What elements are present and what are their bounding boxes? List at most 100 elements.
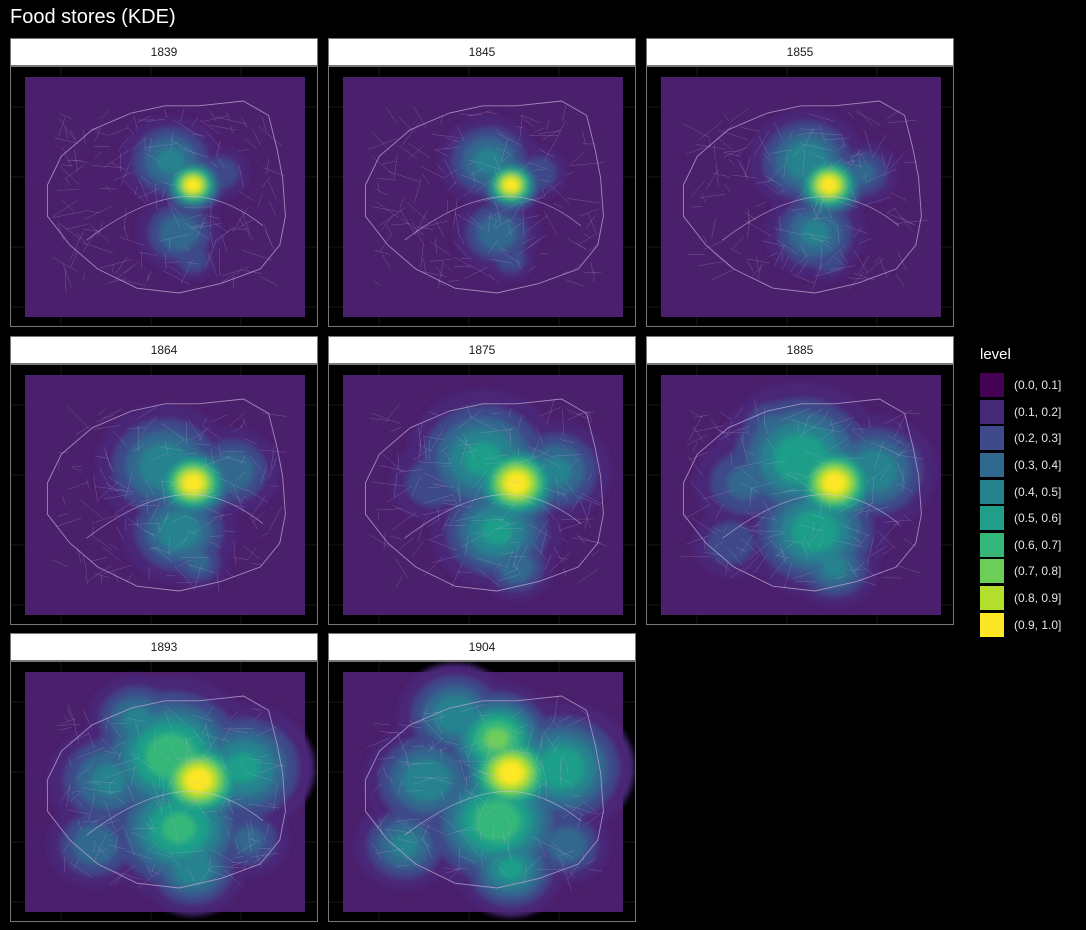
street-segment <box>883 152 893 176</box>
legend-item: (0.7, 0.8] <box>980 558 1061 585</box>
street-segment <box>741 483 760 493</box>
street-segment <box>535 519 549 539</box>
street-segment <box>723 525 729 532</box>
chart-title: Food stores (KDE) <box>10 6 176 28</box>
street-segment <box>251 563 263 566</box>
street-segment <box>540 720 555 738</box>
street-segment <box>799 143 832 151</box>
street-segment <box>553 454 582 457</box>
street-segment <box>579 232 598 245</box>
street-segment <box>225 456 246 464</box>
street-segment <box>245 488 269 503</box>
street-segment <box>118 752 122 761</box>
street-segment <box>238 191 255 202</box>
street-segment <box>210 231 214 248</box>
street-segment <box>378 207 405 227</box>
street-segment <box>87 731 95 749</box>
street-segment <box>444 451 452 463</box>
street-segment <box>60 166 80 185</box>
street-segment <box>839 251 848 264</box>
street-segment <box>691 206 703 208</box>
density-level-3 <box>234 827 264 853</box>
street-segment <box>538 407 561 417</box>
street-segment <box>229 412 245 426</box>
street-segment <box>895 454 924 460</box>
street-segment <box>188 734 199 740</box>
kde-map-svg <box>11 662 317 921</box>
street-segment <box>524 853 545 873</box>
street-segment <box>572 537 602 544</box>
street-segment <box>774 541 796 558</box>
street-segment <box>222 815 234 821</box>
street-segment <box>841 525 870 536</box>
street-network <box>52 405 287 594</box>
street-segment <box>528 162 549 170</box>
street-segment <box>127 786 135 802</box>
street-segment <box>399 145 418 160</box>
street-segment <box>811 217 828 220</box>
street-segment <box>221 729 230 744</box>
street-segment <box>746 258 770 264</box>
street-segment <box>255 852 262 869</box>
street-segment <box>458 847 460 870</box>
street-segment <box>151 453 166 461</box>
street-segment <box>261 449 287 453</box>
street-segment <box>247 803 280 809</box>
street-segment <box>874 255 882 264</box>
street-segment <box>412 449 429 461</box>
street-segment <box>417 520 425 542</box>
street-segment <box>851 535 862 543</box>
street-segment <box>201 811 217 813</box>
street-segment <box>534 754 544 769</box>
street-segment <box>517 445 519 455</box>
street-segment <box>685 145 708 155</box>
street-segment <box>767 537 789 559</box>
street-segment <box>379 819 383 837</box>
street-segment <box>843 159 856 164</box>
street-segment <box>546 399 555 425</box>
street-segment <box>903 514 914 524</box>
street-segment <box>568 458 578 471</box>
street-segment <box>842 442 850 450</box>
facet-plot <box>10 661 318 922</box>
street-segment <box>177 472 185 492</box>
density-level-4 <box>157 511 201 551</box>
street-segment <box>685 535 709 545</box>
street-segment <box>859 256 869 274</box>
street-segment <box>741 437 749 463</box>
street-segment <box>114 874 123 885</box>
street-segment <box>770 149 793 154</box>
density-level-4 <box>474 148 503 174</box>
street-segment <box>878 444 901 457</box>
street-segment <box>510 201 523 222</box>
street-segment <box>168 850 180 868</box>
street-segment <box>571 794 581 797</box>
street-segment <box>368 137 399 150</box>
street-segment <box>488 740 512 754</box>
street-segment <box>480 429 512 434</box>
street-segment <box>182 488 200 493</box>
density-level-9 <box>503 178 519 192</box>
street-segment <box>464 267 488 279</box>
street-segment <box>584 272 602 274</box>
street-segment <box>158 513 170 534</box>
street-segment <box>463 788 485 802</box>
street-segment <box>566 409 589 420</box>
street-segment <box>76 232 87 244</box>
legend-item: (0.2, 0.3] <box>980 425 1061 452</box>
street-segment <box>586 215 596 229</box>
street-segment <box>148 813 155 829</box>
street-segment <box>739 534 754 555</box>
city-boundary <box>46 100 286 294</box>
street-segment <box>857 535 868 548</box>
street-segment <box>475 705 486 724</box>
density-level-5 <box>791 510 839 552</box>
street-segment <box>194 443 211 445</box>
legend-item: (0.9, 1.0] <box>980 611 1061 638</box>
street-segment <box>736 425 750 432</box>
street-segment <box>61 718 76 724</box>
street-segment <box>110 162 126 170</box>
street-segment <box>127 718 146 722</box>
street-segment <box>886 207 897 214</box>
street-segment <box>372 131 390 152</box>
